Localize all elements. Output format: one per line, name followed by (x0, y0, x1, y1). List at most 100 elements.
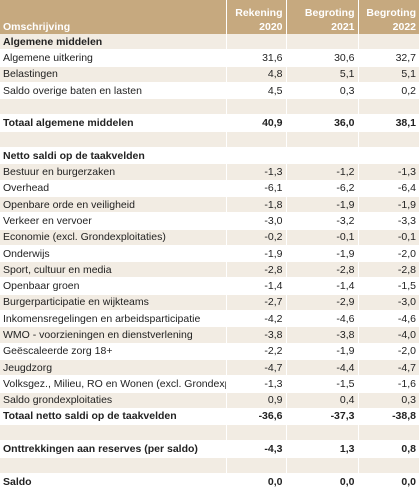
row-label: Burgerparticipatie en wijkteams (0, 294, 226, 312)
table-row: Onderwijs -1,9 -1,9 -2,0 (0, 245, 419, 263)
row-label: Onttrekkingen aan reserves (per saldo) (0, 440, 226, 458)
row-label: Totaal netto saldi op de taakvelden (0, 408, 226, 426)
cell-value: -3,3 (357, 212, 419, 230)
table-row: Saldo grondexploitaties 0,9 0,4 0,3 (0, 392, 419, 409)
cell-value: -2,7 (225, 294, 286, 312)
cell-value: 0,9 (225, 392, 286, 409)
table-row: Inkomensregelingen en arbeidsparticipati… (0, 310, 419, 328)
cell-value: -2,2 (225, 343, 286, 360)
cell-value (225, 147, 286, 165)
cell-value: -4,0 (357, 326, 419, 344)
row-label (0, 424, 226, 442)
row-label: Openbaar groen (0, 277, 226, 295)
cell-value: -38,8 (357, 408, 419, 426)
row-label: Bestuur en burgerzaken (0, 163, 226, 181)
row-label: Algemene middelen (0, 34, 226, 51)
table-row: Netto saldi op de taakvelden (0, 147, 419, 165)
cell-value: 38,1 (357, 114, 419, 132)
cell-value: -0,1 (357, 229, 419, 246)
table-row: Belastingen 4,8 5,1 5,1 (0, 66, 419, 83)
header-line: 2022 (392, 21, 416, 33)
table-body: Algemene middelen Algemene uitkering 31,6 3… (0, 34, 419, 490)
cell-value: -3,2 (285, 212, 358, 230)
header-line: Begroting (366, 7, 416, 19)
cell-value: -1,5 (357, 277, 419, 295)
header-line: Rekening (235, 7, 283, 19)
cell-value: -3,0 (357, 294, 419, 312)
cell-value: 0,0 (285, 473, 358, 490)
spacer-row (0, 98, 419, 116)
cell-value: -3,0 (225, 212, 286, 230)
cell-value: -6,1 (225, 180, 286, 197)
row-label: Belastingen (0, 66, 226, 83)
cell-value: -6,4 (357, 180, 419, 197)
cell-value: -3,8 (285, 326, 358, 344)
cell-value: -0,1 (285, 229, 358, 246)
table-row: Economie (excl. Grondexploitaties) -0,2 -0… (0, 229, 419, 246)
row-label: Totaal algemene middelen (0, 114, 226, 132)
cell-value: -1,4 (285, 277, 358, 295)
table-row: Totaal netto saldi op de taakvelden -36,6… (0, 408, 419, 426)
row-label: Verkeer en vervoer (0, 212, 226, 230)
cell-value: -36,6 (225, 408, 286, 426)
cell-value: 30,6 (285, 49, 358, 67)
cell-value: -6,2 (285, 180, 358, 197)
cell-value: -2,8 (225, 261, 286, 279)
table-row: Algemene uitkering 31,6 30,6 32,7 (0, 49, 419, 67)
cell-value: 32,7 (357, 49, 419, 67)
table-row: Sport, cultuur en media -2,8 -2,8 -2,8 (0, 261, 419, 279)
cell-value: -0,2 (225, 229, 286, 246)
table-row: Burgerparticipatie en wijkteams -2,7 -2,9-… (0, 294, 419, 312)
cell-value (225, 424, 286, 442)
row-label (0, 98, 226, 116)
row-label: WMO - voorzieningen en dienstverlening (0, 326, 226, 344)
cell-value (357, 457, 419, 475)
cell-value: 40,9 (225, 114, 286, 132)
cell-value: -1,9 (225, 245, 286, 263)
cell-value: -1,6 (357, 375, 419, 393)
row-label: Saldo overige baten en lasten (0, 82, 226, 100)
header-line: 2020 (259, 21, 283, 33)
row-label: Geëscaleerde zorg 18+ (0, 343, 226, 360)
row-label: Saldo grondexploitaties (0, 392, 226, 409)
cell-value: -4,3 (225, 440, 286, 458)
row-label: Algemene uitkering (0, 49, 226, 67)
cell-value (285, 98, 358, 116)
cell-value: -1,2 (285, 163, 358, 181)
cell-value: 0,0 (225, 473, 286, 490)
table-row: Overhead -6,1 -6,2 -6,4 (0, 180, 419, 197)
cell-value: 4,5 (225, 82, 286, 100)
cell-value (285, 457, 358, 475)
cell-value: -3,8 (225, 326, 286, 344)
cell-value: -1,9 (285, 343, 358, 360)
cell-value: 4,8 (225, 66, 286, 83)
cell-value: -1,9 (285, 245, 358, 263)
row-label: Netto saldi op de taakvelden (0, 147, 226, 165)
cell-value: -2,0 (357, 245, 419, 263)
cell-value: -4,2 (225, 310, 286, 328)
column-header: Begroting 2022 (357, 0, 419, 34)
table-row: Openbare orde en veiligheid -1,8 -1,9 -1,9 (0, 196, 419, 214)
cell-value (285, 147, 358, 165)
cell-value: -1,3 (225, 163, 286, 181)
cell-value (357, 98, 419, 116)
table-row: Verkeer en vervoer -3,0 -3,2 -3,3 (0, 212, 419, 230)
cell-value: 36,0 (285, 114, 358, 132)
header-row: Omschrijving Rekening 2020 Begroting 2021 Beg… (0, 0, 419, 34)
table-row: Saldo overige baten en lasten 4,5 0,3 0,2 (0, 82, 419, 100)
header-line: 2021 (331, 21, 355, 33)
spacer-row (0, 131, 419, 149)
cell-value: 0,0 (357, 473, 419, 490)
cell-value (285, 131, 358, 149)
cell-value: -1,9 (285, 196, 358, 214)
cell-value: -2,0 (357, 343, 419, 360)
table-row: Jeugdzorg -4,7 -4,4 -4,7 (0, 359, 419, 377)
cell-value (225, 457, 286, 475)
cell-value: -2,8 (285, 261, 358, 279)
cell-value (225, 131, 286, 149)
cell-value: 0,2 (357, 82, 419, 100)
cell-value: -4,6 (285, 310, 358, 328)
row-label (0, 457, 226, 475)
